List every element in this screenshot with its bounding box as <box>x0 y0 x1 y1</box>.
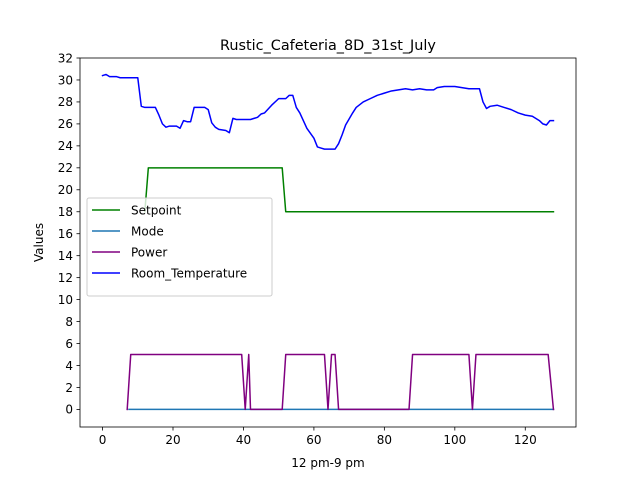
legend-label-power: Power <box>131 245 167 259</box>
legend-frame <box>86 197 273 297</box>
x-tick-label: 60 <box>306 433 321 447</box>
y-tick-label: 8 <box>65 315 73 329</box>
y-tick-label: 18 <box>58 205 73 219</box>
y-tick-label: 6 <box>65 337 73 351</box>
y-tick-label: 4 <box>65 359 73 373</box>
y-tick-label: 26 <box>58 117 73 131</box>
axes-layer: 0 20 40 60 80 100 1200246810121416182022242628… <box>58 51 537 447</box>
x-tick-label: 120 <box>514 433 537 447</box>
y-tick-label: 10 <box>58 293 73 307</box>
legend-label-mode: Mode <box>131 224 164 238</box>
x-tick-label: 20 <box>165 433 180 447</box>
y-tick-label: 12 <box>58 271 73 285</box>
y-tick-label: 28 <box>58 95 73 109</box>
y-axis-label: Values <box>32 223 46 262</box>
y-tick-label: 0 <box>65 403 73 417</box>
chart-title: Rustic_Cafeteria_8D_31st_July <box>220 38 436 54</box>
y-tick-label: 24 <box>58 139 73 153</box>
y-tick-label: 30 <box>58 73 73 87</box>
y-tick-label: 20 <box>58 183 73 197</box>
series-line-power <box>126 353 555 411</box>
x-tick-label: 0 <box>99 433 107 447</box>
y-tick-label: 32 <box>58 51 73 65</box>
y-tick-label: 2 <box>65 381 73 395</box>
x-axis-label: 12 pm-9 pm <box>291 456 364 470</box>
x-tick-label: 40 <box>236 433 251 447</box>
y-tick-label: 16 <box>58 227 73 241</box>
series-line-setpoint <box>144 167 555 213</box>
plot-frame <box>79 57 577 428</box>
y-tick-label: 22 <box>58 161 73 175</box>
y-tick-label: 14 <box>58 249 73 263</box>
x-tick-label: 80 <box>377 433 392 447</box>
x-tick-label: 100 <box>443 433 466 447</box>
series-line-room-temperature <box>101 73 555 150</box>
legend: Setpoint Mode Power Room_Temperature <box>86 197 273 297</box>
series-layer <box>101 73 555 411</box>
legend-label-room-temperature: Room_Temperature <box>131 266 247 280</box>
legend-label-setpoint: Setpoint <box>131 203 182 217</box>
